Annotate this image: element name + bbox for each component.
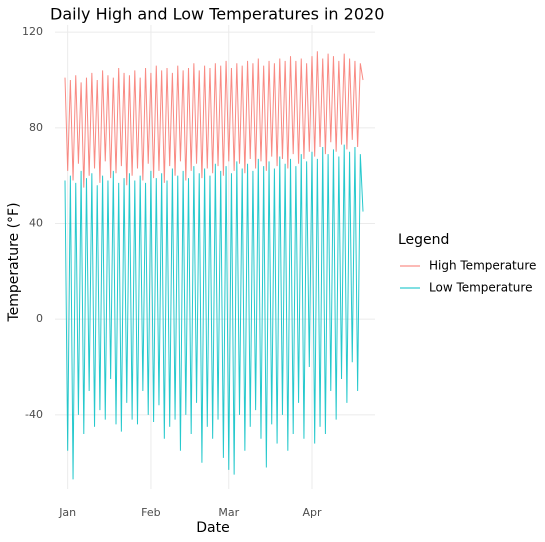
y-tick-label: 80 — [29, 121, 43, 134]
y-tick-label: 0 — [36, 312, 43, 325]
y-tick-label: 40 — [29, 217, 43, 230]
legend-label: High Temperature — [429, 259, 536, 273]
y-axis-label: Temperature (°F) — [6, 202, 22, 322]
y-tick-label: -40 — [25, 408, 43, 421]
x-tick-label: Mar — [218, 506, 239, 519]
series-line — [64, 51, 364, 188]
legend-title: Legend — [398, 232, 449, 248]
x-axis-label: Date — [196, 520, 229, 536]
series-line — [64, 144, 364, 480]
y-tick-label: 120 — [22, 25, 43, 38]
x-tick-label: Apr — [302, 506, 322, 519]
x-tick-label: Feb — [141, 506, 160, 519]
chart-title: Daily High and Low Temperatures in 2020 — [50, 5, 384, 24]
x-tick-label: Jan — [58, 506, 76, 519]
legend-label: Low Temperature — [429, 281, 532, 295]
